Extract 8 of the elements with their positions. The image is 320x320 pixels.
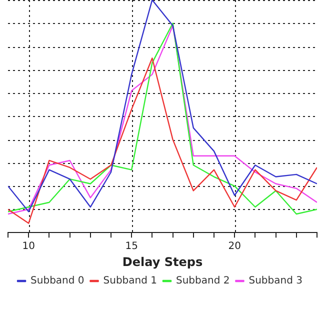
legend-label: Subband 0 [30,276,84,287]
x-tick-label: 10 [22,241,35,252]
legend-label: Subband 2 [176,276,230,287]
legend-label: Subband 3 [248,276,302,287]
x-axis-title: Delay Steps [122,254,203,269]
x-tick-label: 15 [125,241,138,252]
x-tick-label: 20 [228,241,241,252]
legend-label: Subband 1 [103,276,158,287]
